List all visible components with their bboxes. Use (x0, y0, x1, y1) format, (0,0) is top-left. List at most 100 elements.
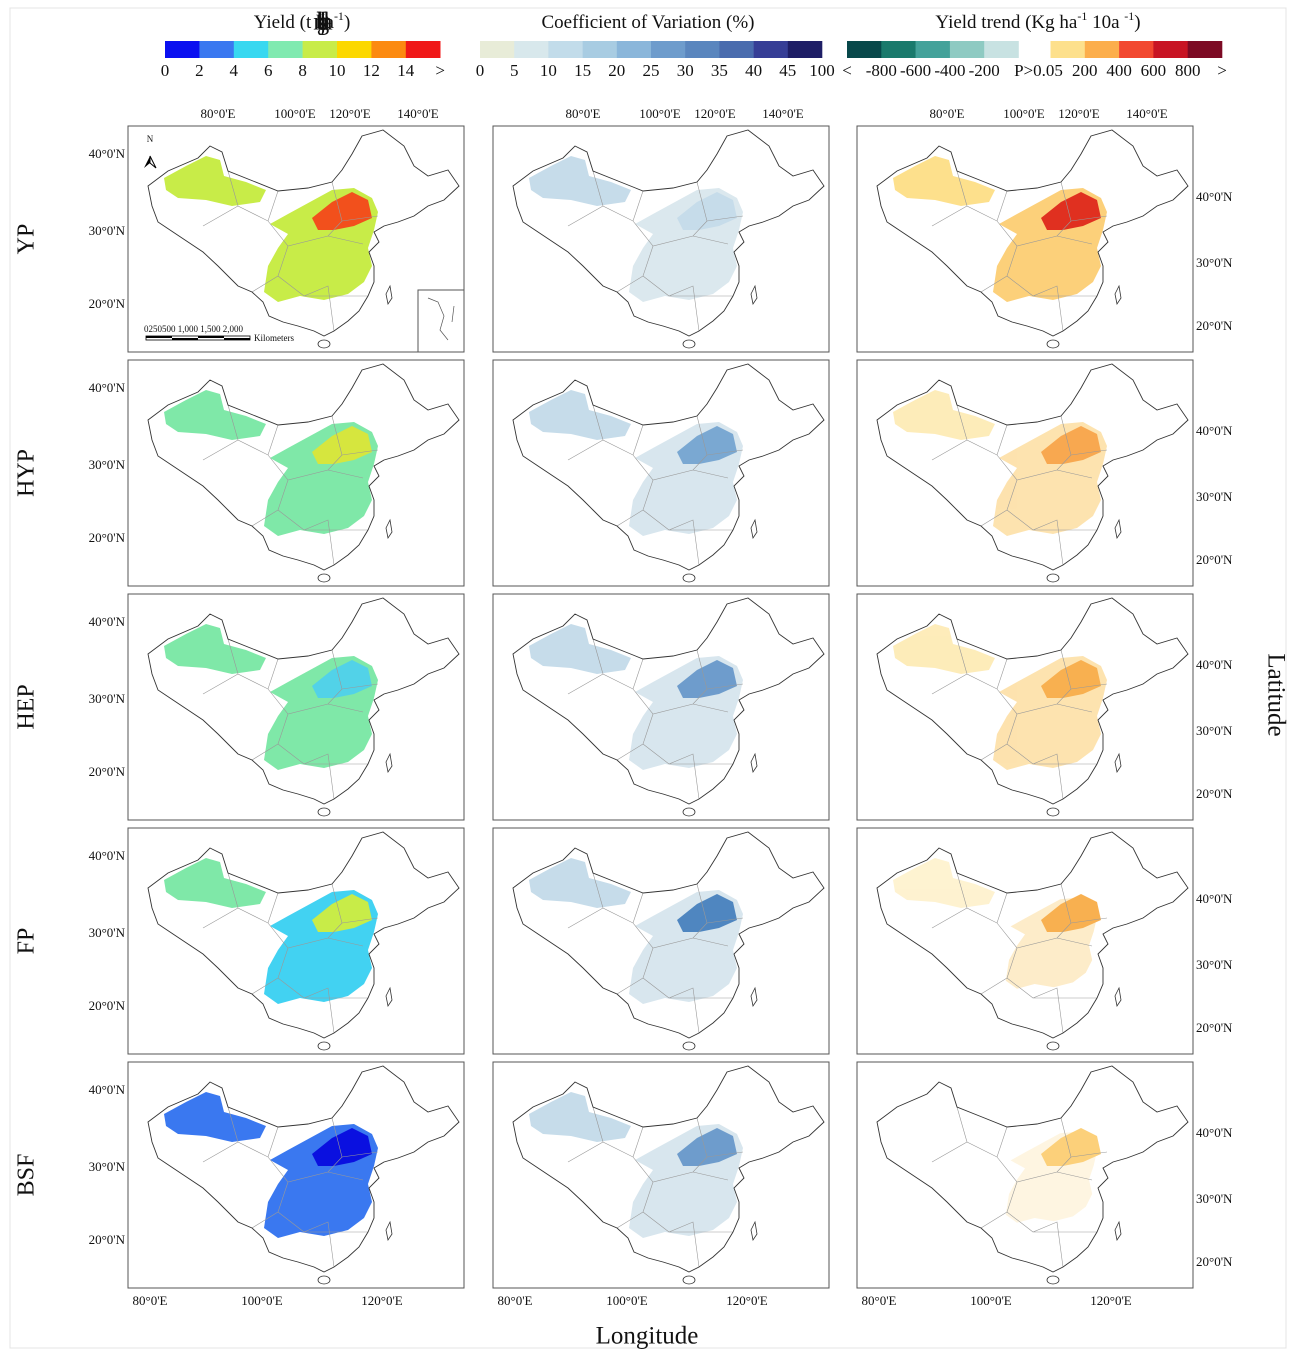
region-accent (312, 660, 372, 698)
right-lat-label: 30°0'N (1196, 255, 1233, 270)
hainan (682, 1275, 696, 1285)
taiwan (1114, 1220, 1122, 1242)
x-axis-label: Longitude (596, 1323, 699, 1350)
right-lat-label: 40°0'N (1196, 891, 1233, 906)
legend-swatch (847, 41, 882, 58)
region-xinjiang (529, 1092, 631, 1142)
hainan (682, 807, 696, 817)
legend-swatch (337, 41, 372, 58)
region-xinjiang (164, 1092, 266, 1142)
legend-swatch (1153, 41, 1188, 58)
bottom-lon-label: 100°0'E (241, 1293, 283, 1308)
legend-swatch (199, 41, 235, 58)
frame (9, 7, 1287, 1349)
legend-label: 100 (809, 61, 835, 80)
left-lat-label: 20°0'N (89, 1232, 126, 1247)
panel-letter: m (313, 9, 333, 36)
province-lines (202, 404, 379, 566)
legend-label: > (1217, 61, 1227, 80)
north-arrow (144, 156, 150, 168)
left-lat-label: 20°0'N (89, 296, 126, 311)
province-lines (202, 872, 379, 1034)
scale-bar-segment (224, 338, 250, 340)
legend-label: -400 (934, 61, 965, 80)
row-label: YP (14, 224, 40, 255)
left-lat-label: 40°0'N (89, 614, 126, 629)
row-label: BSF (14, 1154, 40, 1197)
legend-label: -200 (969, 61, 1000, 80)
panel-letter: e (317, 9, 328, 36)
legend-label: 20 (608, 61, 625, 80)
province-lines (931, 638, 1108, 800)
top-lon-label: 100°0'E (1003, 106, 1045, 121)
legend-label: P>0.05 (1014, 61, 1063, 80)
scale-bar-segment (198, 336, 224, 338)
taiwan (385, 284, 393, 306)
panel-letter: d (317, 9, 330, 36)
legend-label: 12 (363, 61, 380, 80)
right-lat-label: 20°0'N (1196, 1020, 1233, 1035)
left-lat-label: 20°0'N (89, 530, 126, 545)
top-lon-label: 80°0'E (201, 106, 236, 121)
region-xinjiang (893, 858, 995, 908)
right-lat-label: 40°0'N (1196, 423, 1233, 438)
legend-label: 2 (195, 61, 204, 80)
top-lon-label: 140°0'E (1126, 106, 1168, 121)
map-panel (492, 827, 830, 1055)
country-outline (512, 363, 825, 571)
taiwan (750, 518, 758, 540)
taiwan (385, 752, 393, 774)
legend-label: 600 (1141, 61, 1167, 80)
bottom-lon-label: 100°0'E (970, 1293, 1012, 1308)
region-xinjiang (529, 156, 631, 206)
north-arrow-outline (149, 155, 157, 169)
region-accent (312, 426, 372, 464)
top-lon-label: 80°0'E (566, 106, 601, 121)
country-outline (147, 831, 460, 1039)
province-lines (567, 1106, 744, 1268)
map-panel (492, 1061, 830, 1289)
legend-swatch (371, 41, 407, 58)
region-xinjiang (164, 156, 266, 206)
scale-numbers: 0250500 1,000 1,500 2,000 (144, 324, 244, 334)
legend-label: 800 (1175, 61, 1201, 80)
left-lat-label: 40°0'N (89, 380, 126, 395)
scale-unit: Kilometers (254, 333, 294, 343)
country-outline (512, 1065, 825, 1273)
legend-swatch (949, 41, 985, 58)
region-xinjiang (164, 390, 266, 440)
right-lat-label: 30°0'N (1196, 1191, 1233, 1206)
region-xinjiang (529, 624, 631, 674)
legend-swatch (165, 41, 200, 58)
legend-label: 45 (779, 61, 796, 80)
panel-letter: o (317, 9, 330, 36)
taiwan (1114, 518, 1122, 540)
left-lat-label: 30°0'N (89, 925, 126, 940)
map-panel (127, 827, 465, 1055)
region-xinjiang (893, 390, 995, 440)
left-lat-label: 30°0'N (89, 1159, 126, 1174)
hainan (1046, 339, 1060, 349)
map-panel (127, 593, 465, 821)
hainan (317, 339, 331, 349)
region-accent (1041, 1128, 1101, 1166)
legend-label: 10 (329, 61, 346, 80)
legend-swatch (233, 41, 269, 58)
legend-title-sup: -1 (334, 9, 344, 23)
legend-label: 15 (574, 61, 591, 80)
province-lines (931, 872, 1108, 1034)
panel-letter: k (317, 9, 330, 36)
map-panel: N 0250500 1,000 1,500 2,000 Kilometers (127, 125, 465, 353)
province-lines (931, 170, 1108, 332)
map-panel (856, 593, 1194, 821)
top-lon-label: 120°0'E (694, 106, 736, 121)
panel-letter: n (317, 9, 330, 36)
taiwan (750, 284, 758, 306)
legend-title-part: Yield trend (Kg ha (935, 12, 1078, 33)
map-panel (492, 359, 830, 587)
panel-letter: i (320, 9, 327, 36)
legend-label: 0 (161, 61, 170, 80)
panel-letter: f (319, 9, 328, 36)
region-xinjiang (164, 858, 266, 908)
top-lon-label: 120°0'E (1058, 106, 1100, 121)
